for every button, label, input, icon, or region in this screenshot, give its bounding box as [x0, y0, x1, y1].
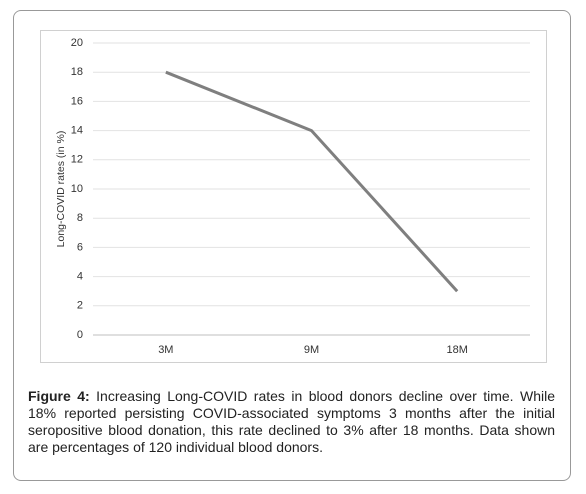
- figure-frame: [13, 10, 571, 481]
- y-tick-label: 6: [77, 241, 83, 253]
- y-tick-label: 18: [71, 66, 83, 78]
- chart-area: [40, 30, 547, 363]
- figure-caption: Figure 4: Increasing Long-COVID rates in…: [28, 388, 555, 456]
- caption-text: Increasing Long-COVID rates in blood don…: [28, 388, 556, 455]
- x-tick-label: 3M: [158, 344, 173, 356]
- y-tick-label: 16: [71, 95, 83, 107]
- caption-label: Figure 4:: [28, 388, 90, 404]
- y-axis-label: Long-COVID rates (in %): [55, 131, 67, 248]
- y-tick-label: 12: [71, 154, 83, 166]
- data-line: [165, 70, 459, 293]
- y-tick-label: 14: [71, 125, 83, 137]
- x-tick-label: 18M: [446, 344, 467, 356]
- y-tick-label: 4: [77, 271, 83, 283]
- x-tick-label: 9M: [304, 344, 319, 356]
- y-tick-label: 8: [77, 212, 83, 224]
- y-tick-label: 20: [71, 37, 83, 49]
- y-tick-label: 0: [77, 329, 83, 341]
- y-tick-label: 10: [71, 183, 83, 195]
- y-tick-label: 2: [77, 300, 83, 312]
